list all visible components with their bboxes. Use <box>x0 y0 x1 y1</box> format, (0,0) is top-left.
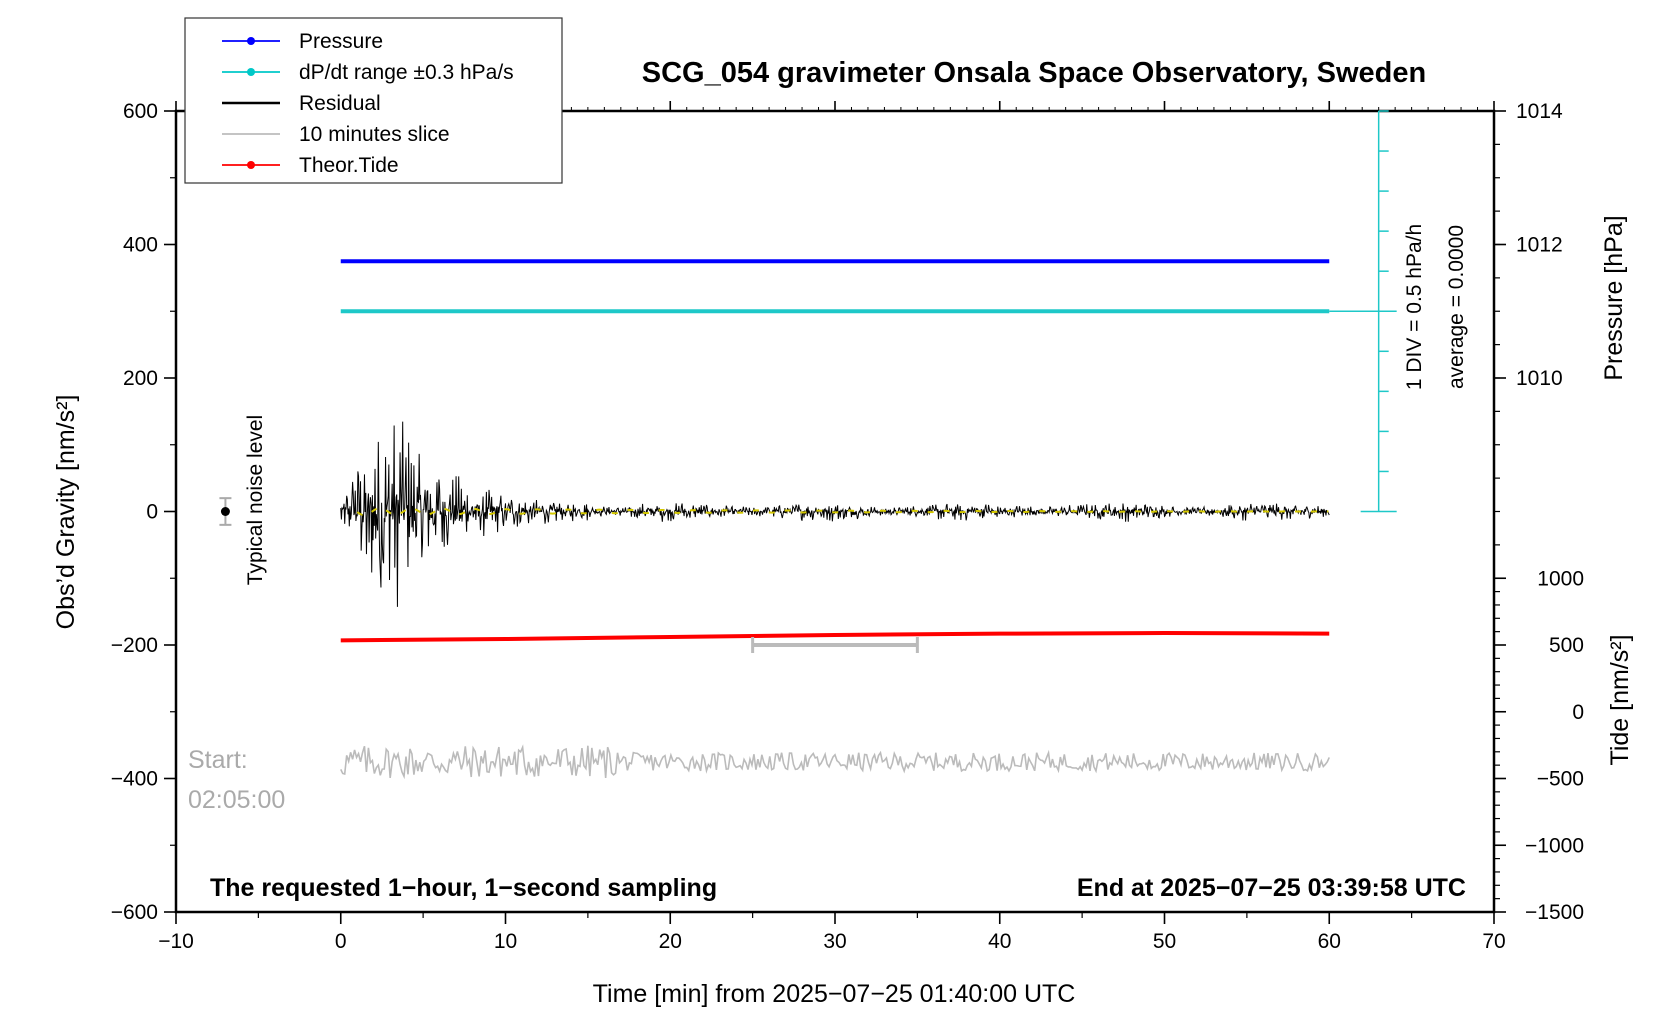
x-axis-title: Time [min] from 2025−07−25 01:40:00 UTC <box>593 980 1076 1008</box>
slice-series <box>340 744 1330 780</box>
pressure-scale-bar <box>1329 110 1397 513</box>
series-line <box>340 630 1330 643</box>
tide-axis-ticks: 1000 500 0 −500 −1000 −1500 <box>1494 567 1584 924</box>
legend-label: dP/dt range ±0.3 hPa/s <box>299 61 514 84</box>
x-tick-label: 0 <box>335 930 347 953</box>
y-axis-left-ticks: 600 400 200 0 −200 −400 −600 <box>111 100 176 924</box>
legend-label: Theor.Tide <box>299 154 399 177</box>
x-tick-label: 60 <box>1318 930 1341 953</box>
noise-level-label: Typical noise level <box>244 415 267 585</box>
residual-line <box>340 421 1330 607</box>
y-axis-title-pressure: Pressure [hPa] <box>1600 215 1628 380</box>
pressure-axis-ticks: 1014 1012 1010 <box>1494 100 1563 546</box>
y-tick-label: 400 <box>123 234 158 257</box>
y-tick-label: −600 <box>111 901 158 924</box>
tide-series <box>340 630 1330 643</box>
tide-tick-label: −500 <box>1537 768 1584 791</box>
scale-note-line1: 1 DIV = 0.5 hPa/h <box>1403 224 1426 390</box>
start-time: 02:05:00 <box>188 786 285 814</box>
x-tick-label: 30 <box>823 930 846 953</box>
y-tick-label: 0 <box>146 501 158 524</box>
pressure-tick-label: 1010 <box>1516 367 1563 390</box>
legend: Pressure dP/dt range ±0.3 hPa/s Residual 10… <box>184 17 563 184</box>
slice-bracket <box>751 637 919 653</box>
legend-box <box>184 17 563 184</box>
legend-marker <box>247 161 255 169</box>
scale-note-line2: average = 0.0000 <box>1445 225 1468 389</box>
start-label: Start: <box>188 746 248 774</box>
x-axis-ticks: −10 0 10 20 30 40 50 60 70 <box>158 101 1506 953</box>
y-tick-label: 200 <box>123 367 158 390</box>
chart-title: SCG_054 gravimeter Onsala Space Observat… <box>642 57 1426 89</box>
legend-label: Pressure <box>299 30 383 53</box>
y-tick-label: 600 <box>123 100 158 123</box>
tide-tick-label: 0 <box>1572 701 1584 724</box>
noise-level-marker <box>219 497 232 526</box>
x-tick-label: 50 <box>1153 930 1176 953</box>
end-time-note: End at 2025−07−25 03:39:58 UTC <box>1077 874 1466 902</box>
residual-series <box>340 421 1330 607</box>
y-axis-title-left: Obs’d Gravity [nm/s²] <box>52 395 80 630</box>
slice-line <box>340 744 1330 780</box>
tide-tick-label: 500 <box>1549 634 1584 657</box>
tide-tick-label: −1000 <box>1525 834 1584 857</box>
x-tick-label: 70 <box>1482 930 1505 953</box>
legend-label: 10 minutes slice <box>299 123 450 146</box>
pressure-tick-label: 1012 <box>1516 234 1563 257</box>
y-tick-label: −400 <box>111 768 158 791</box>
x-tick-label: −10 <box>158 930 194 953</box>
x-tick-label: 20 <box>659 930 682 953</box>
legend-marker <box>247 68 255 76</box>
y-tick-label: −200 <box>111 634 158 657</box>
noise-point <box>220 507 230 516</box>
pressure-tick-label: 1014 <box>1516 100 1563 123</box>
legend-entries: Pressure dP/dt range ±0.3 hPa/s Residual 10… <box>222 30 514 177</box>
tide-tick-label: −1500 <box>1525 901 1584 924</box>
y-axis-title-tide: Tide [nm/s²] <box>1606 634 1634 765</box>
x-tick-label: 40 <box>988 930 1011 953</box>
legend-marker <box>247 37 255 45</box>
sampling-note: The requested 1−hour, 1−second sampling <box>210 874 717 902</box>
legend-label: Residual <box>299 92 381 115</box>
tide-tick-label: 1000 <box>1537 567 1584 590</box>
x-tick-label: 10 <box>494 930 517 953</box>
